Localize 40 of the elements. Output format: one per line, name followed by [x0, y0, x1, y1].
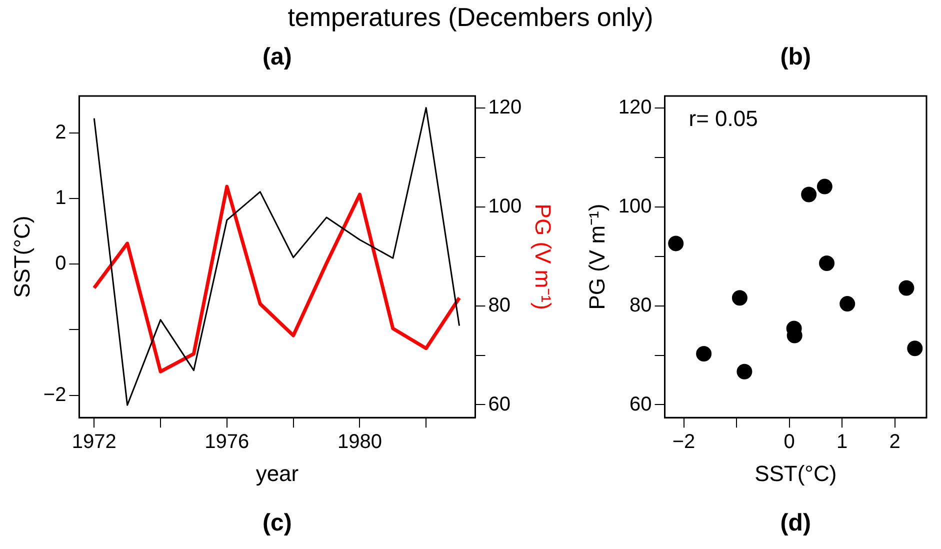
y-tick-label: 0	[55, 252, 66, 275]
point	[696, 346, 712, 362]
y-tick-label: 2	[55, 121, 66, 144]
x-tick-label: 1	[836, 431, 848, 454]
text: (d)	[780, 510, 811, 537]
y-tick-label: −2	[43, 384, 66, 406]
y-axis-title: PG (V m⁻¹)	[584, 204, 610, 310]
x-tick-label: 0	[784, 431, 795, 454]
point	[816, 178, 832, 194]
x-tick-label: 1980	[337, 431, 382, 454]
x-axis-title: SST(°C)	[754, 460, 837, 486]
y2-tick-label: 100	[488, 195, 522, 218]
annotation: r= 0.05	[688, 106, 758, 132]
point	[898, 280, 914, 296]
text: (a)	[262, 44, 292, 71]
x-tick-label: −2	[672, 431, 696, 454]
point	[907, 340, 923, 356]
y-tick-label: 100	[618, 195, 652, 218]
x-tick-label: 2	[889, 431, 900, 454]
x-axis-title: year	[256, 460, 299, 486]
text: (b)	[780, 44, 811, 71]
point	[819, 255, 835, 271]
point	[736, 364, 752, 380]
x-tick-label: 1972	[72, 431, 116, 454]
point	[840, 296, 856, 312]
text: (c)	[262, 510, 292, 537]
point	[801, 186, 817, 202]
y-tick-label: 120	[618, 96, 652, 118]
y-tick-label: 80	[630, 294, 652, 316]
point	[732, 290, 748, 306]
y2-tick-label: 120	[488, 96, 522, 118]
y2-tick-label: 80	[488, 294, 510, 316]
y-axis-title: SST(°C)	[9, 216, 34, 298]
y2-tick-label: 60	[488, 393, 510, 416]
y-tick-label: 60	[630, 393, 652, 416]
x-tick-label: 1976	[204, 431, 250, 454]
chart-title: temperatures (Decembers only)	[286, 2, 654, 33]
y-tick-label: 1	[55, 186, 66, 209]
y2-axis-title: PG (V m⁻¹)	[530, 204, 556, 310]
point	[668, 236, 684, 252]
